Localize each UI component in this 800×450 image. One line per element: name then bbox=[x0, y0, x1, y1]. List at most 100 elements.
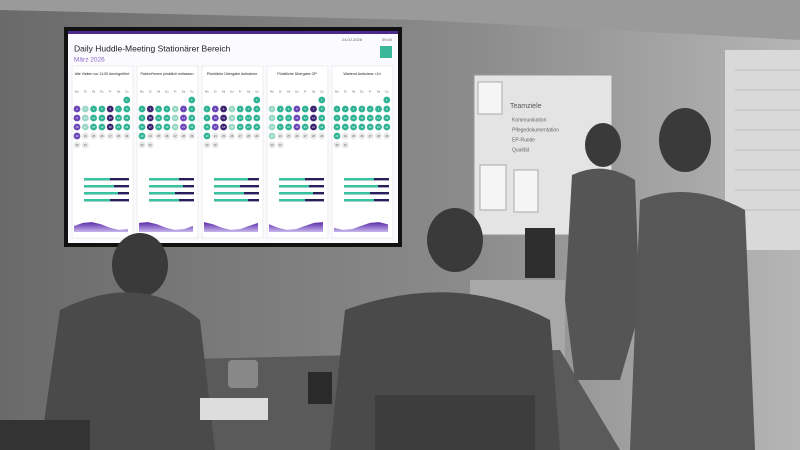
day-circle bbox=[155, 105, 163, 113]
weekday-label: Di bbox=[149, 90, 152, 94]
bar-fill bbox=[84, 192, 118, 195]
day-label: 23 bbox=[206, 134, 209, 138]
day-circle bbox=[163, 132, 171, 140]
person-head bbox=[585, 123, 621, 167]
day-label: 12 bbox=[165, 116, 168, 120]
day-label: 27 bbox=[369, 134, 372, 138]
day-circle bbox=[188, 96, 196, 104]
day-circle bbox=[341, 141, 349, 149]
weekday-label: Sa bbox=[377, 90, 381, 94]
day-circle bbox=[81, 141, 89, 149]
dashboard-time: 09:40 bbox=[382, 37, 393, 42]
day-label: 30 bbox=[336, 143, 339, 147]
day-label: 16 bbox=[271, 125, 274, 129]
screen: Daily Huddle-Meeting Stationärer Bereich… bbox=[68, 31, 398, 243]
day-circle bbox=[341, 105, 349, 113]
panel-bg bbox=[331, 65, 394, 239]
day-circle bbox=[155, 114, 163, 122]
day-circle bbox=[276, 105, 284, 113]
day-label: 11 bbox=[92, 116, 95, 120]
day-label: 6 bbox=[369, 107, 371, 111]
bar-fill bbox=[214, 192, 244, 195]
day-circle bbox=[163, 114, 171, 122]
day-circle bbox=[245, 114, 252, 122]
day-label: 7 bbox=[248, 107, 250, 111]
weekday-label: Mo bbox=[75, 90, 79, 94]
person-head bbox=[427, 208, 483, 272]
weekday-label: So bbox=[125, 90, 129, 94]
day-label: 19 bbox=[295, 125, 298, 129]
note bbox=[479, 164, 507, 211]
weekday-label: Mo bbox=[335, 90, 339, 94]
day-circle bbox=[146, 141, 154, 149]
bar-fill bbox=[149, 199, 179, 202]
day-circle bbox=[171, 114, 179, 122]
day-label: 24 bbox=[214, 134, 217, 138]
day-label: 27 bbox=[109, 134, 112, 138]
panel-title: Wartend Ambulanz <1h bbox=[343, 72, 380, 76]
day-label: 4 bbox=[93, 107, 95, 111]
day-label: 2 bbox=[206, 107, 208, 111]
day-circle bbox=[98, 105, 106, 113]
day-label: 16 bbox=[141, 125, 144, 129]
day-circle bbox=[211, 141, 219, 149]
day-circle bbox=[293, 105, 301, 113]
weekday-label: Do bbox=[100, 90, 104, 94]
day-circle bbox=[228, 105, 236, 113]
day-label: 24 bbox=[279, 134, 282, 138]
day-circle bbox=[90, 114, 97, 122]
day-label: 4 bbox=[223, 107, 225, 111]
day-circle bbox=[73, 123, 81, 131]
day-label: 30 bbox=[206, 143, 209, 147]
bar-fill bbox=[279, 178, 305, 181]
panel-bg bbox=[201, 65, 264, 239]
day-label: 9 bbox=[76, 116, 78, 120]
day-circle bbox=[146, 105, 154, 113]
day-circle bbox=[383, 123, 391, 131]
weekday-label: Do bbox=[230, 90, 234, 94]
day-label: 8 bbox=[321, 107, 323, 111]
day-circle bbox=[211, 114, 219, 122]
day-circle bbox=[245, 123, 252, 131]
day-label: 6 bbox=[239, 107, 241, 111]
day-circle bbox=[253, 96, 261, 104]
day-label: 19 bbox=[100, 125, 103, 129]
day-circle bbox=[301, 123, 309, 131]
day-circle bbox=[138, 114, 146, 122]
day-label: 7 bbox=[313, 107, 315, 111]
bar-fill bbox=[344, 185, 378, 188]
day-label: 21 bbox=[377, 125, 380, 129]
day-circle bbox=[293, 114, 301, 122]
day-label: 11 bbox=[222, 116, 225, 120]
day-circle bbox=[155, 132, 163, 140]
panel-bg bbox=[266, 65, 329, 239]
day-circle bbox=[236, 123, 244, 131]
day-circle bbox=[180, 114, 187, 122]
day-circle bbox=[81, 132, 89, 140]
day-circle bbox=[285, 132, 292, 140]
whiteboard-item: Pflegedokumentation bbox=[512, 127, 559, 133]
day-circle bbox=[211, 132, 219, 140]
day-label: 15 bbox=[255, 116, 258, 120]
day-label: 9 bbox=[271, 116, 273, 120]
day-label: 10 bbox=[149, 116, 152, 120]
dashboard-date: 24.02.2026 bbox=[342, 37, 363, 42]
day-label: 11 bbox=[157, 116, 160, 120]
weekday-label: So bbox=[320, 90, 324, 94]
weekday-label: Do bbox=[295, 90, 299, 94]
day-circle bbox=[358, 123, 366, 131]
day-label: 21 bbox=[247, 125, 250, 129]
day-circle bbox=[333, 105, 341, 113]
weekday-label: Di bbox=[84, 90, 87, 94]
day-label: 4 bbox=[353, 107, 355, 111]
day-circle bbox=[375, 132, 382, 140]
day-circle bbox=[220, 132, 228, 140]
day-label: 25 bbox=[157, 134, 160, 138]
day-circle bbox=[268, 132, 276, 140]
day-circle bbox=[220, 123, 228, 131]
day-label: 2 bbox=[141, 107, 143, 111]
day-label: 4 bbox=[288, 107, 290, 111]
day-circle bbox=[81, 114, 89, 122]
day-label: 18 bbox=[222, 125, 225, 129]
